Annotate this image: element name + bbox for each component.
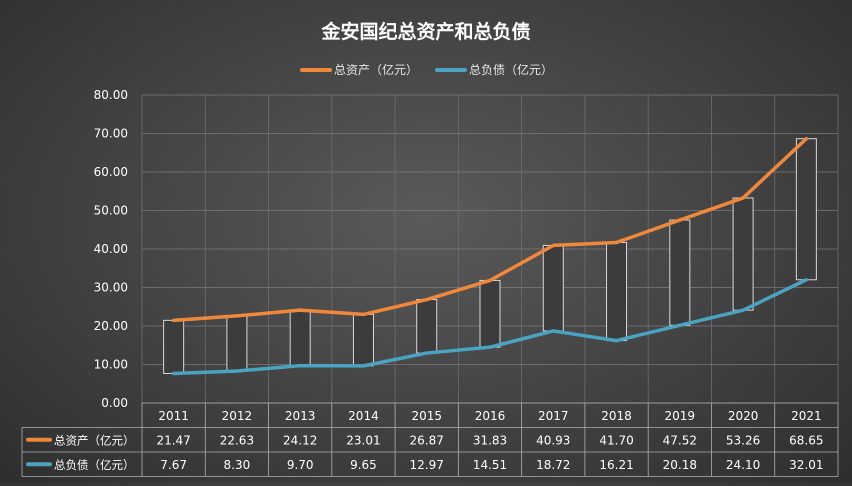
y-axis: 0.00 10.00 20.00 30.00 40.00 50.00 60.00 70.00 8… xyxy=(94,88,128,410)
updown-bar xyxy=(226,315,248,372)
x-tick-label: 2013 xyxy=(285,409,316,423)
updown-bar xyxy=(795,138,817,281)
y-tick-label: 0.00 xyxy=(101,396,128,410)
data-label: 41.70 xyxy=(599,433,633,447)
legend: 总资产（亿元） 总负债（亿元） xyxy=(300,62,553,77)
y-tick-label: 20.00 xyxy=(94,319,128,333)
data-label: 26.87 xyxy=(410,433,444,447)
x-tick-label: 2020 xyxy=(728,409,759,423)
table-row-label: 总资产（亿元） xyxy=(54,433,135,447)
y-tick-label: 60.00 xyxy=(94,165,128,179)
data-label: 9.65 xyxy=(350,458,377,472)
y-tick-label: 80.00 xyxy=(94,88,128,102)
data-label: 47.52 xyxy=(663,433,697,447)
data-label: 7.67 xyxy=(160,458,187,472)
data-label: 24.12 xyxy=(283,433,317,447)
updown-bar xyxy=(606,241,628,342)
data-label: 20.18 xyxy=(663,458,697,472)
data-label: 22.63 xyxy=(220,433,254,447)
series-line xyxy=(171,136,809,323)
y-tick-label: 40.00 xyxy=(94,242,128,256)
data-label: 32.01 xyxy=(789,458,823,472)
updown-bar xyxy=(352,313,374,367)
table-row-label: 总负债（亿元） xyxy=(54,458,135,472)
y-tick-label: 70.00 xyxy=(94,127,128,141)
updown-bar xyxy=(479,279,501,348)
data-table: 2011 2012 2013 2014 2015 2016 2017 2018 2019 2020… xyxy=(21,402,839,477)
data-label: 40.93 xyxy=(536,433,570,447)
x-tick-label: 2019 xyxy=(665,409,696,423)
data-label: 9.70 xyxy=(287,458,314,472)
data-label: 21.47 xyxy=(156,433,190,447)
legend-label: 总负债（亿元） xyxy=(469,62,553,77)
series-line xyxy=(171,278,809,376)
x-tick-label: 2014 xyxy=(348,409,379,423)
data-label: 31.83 xyxy=(473,433,507,447)
chart-title: 金安国纪总资产和总负债 xyxy=(320,20,530,43)
data-label: 14.51 xyxy=(473,458,507,472)
data-label: 23.01 xyxy=(346,433,380,447)
y-tick-label: 30.00 xyxy=(94,281,128,295)
y-tick-label: 50.00 xyxy=(94,204,128,218)
data-label: 53.26 xyxy=(726,433,760,447)
y-tick-label: 10.00 xyxy=(94,358,128,372)
data-label: 24.10 xyxy=(726,458,760,472)
data-label: 8.30 xyxy=(224,458,251,472)
updown-bar xyxy=(542,244,564,332)
x-tick-label: 2012 xyxy=(222,409,253,423)
updown-bars xyxy=(163,138,817,374)
updown-bar xyxy=(416,299,438,354)
legend-label: 总资产（亿元） xyxy=(334,62,418,77)
data-label: 68.65 xyxy=(789,433,823,447)
x-tick-label: 2017 xyxy=(538,409,569,423)
data-label: 12.97 xyxy=(410,458,444,472)
x-tick-label: 2018 xyxy=(601,409,632,423)
x-tick-label: 2021 xyxy=(791,409,822,423)
x-tick-label: 2011 xyxy=(158,409,189,423)
x-tick-label: 2015 xyxy=(411,409,442,423)
updown-bar xyxy=(289,309,311,367)
x-tick-label: 2016 xyxy=(475,409,506,423)
updown-bar xyxy=(163,319,185,374)
updown-bar xyxy=(732,197,754,311)
updown-bar xyxy=(669,219,691,326)
series-lines xyxy=(171,136,809,376)
data-label: 16.21 xyxy=(599,458,633,472)
data-label: 18.72 xyxy=(536,458,570,472)
